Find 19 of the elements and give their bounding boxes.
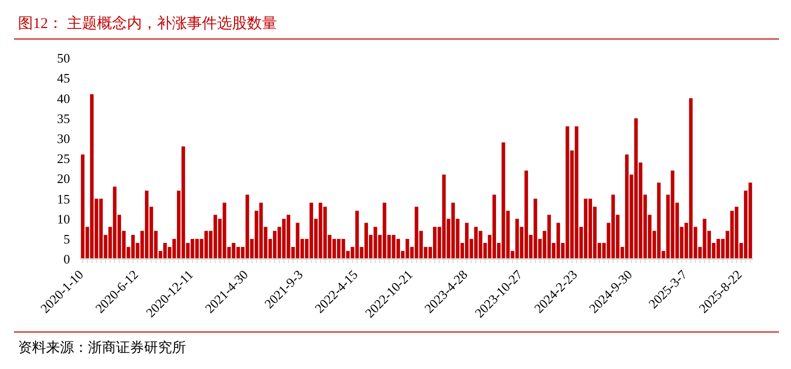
- bar: [272, 230, 277, 259]
- bar: [336, 238, 341, 259]
- y-tick-label: 15: [57, 191, 70, 206]
- text: 资料来源：浙商证券研究所: [18, 340, 186, 356]
- chart-title: 图12： 主题概念内，补涨事件选股数量: [18, 15, 277, 32]
- y-tick-label: 25: [57, 151, 70, 166]
- y-tick-label: 30: [57, 130, 70, 146]
- bar: [524, 170, 528, 259]
- bar: [588, 198, 592, 259]
- bar: [556, 222, 560, 259]
- y-tick-label: 50: [57, 50, 70, 66]
- y-tick-label: 20: [57, 171, 70, 186]
- y-tick-label: 10: [57, 211, 70, 226]
- y-tick-label: 45: [57, 70, 70, 86]
- y-tick-label: 5: [64, 231, 70, 246]
- y-tick-label: 40: [57, 90, 70, 106]
- y-tick-label: 0: [64, 252, 70, 267]
- y-tick-label: 35: [57, 110, 70, 126]
- bar: [492, 194, 496, 259]
